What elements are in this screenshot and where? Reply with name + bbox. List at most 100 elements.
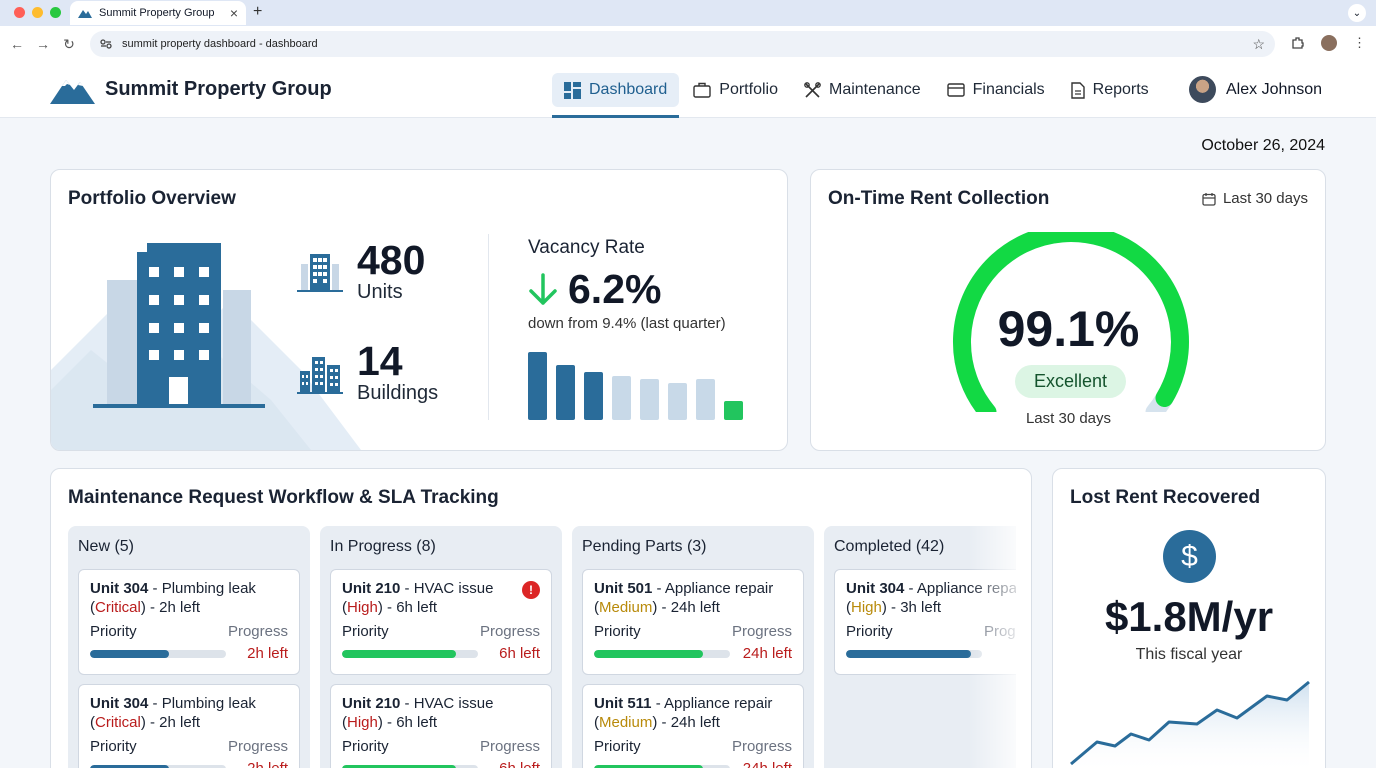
priority-level: High <box>851 599 882 616</box>
workflow-column: In Progress (8) ! Unit 210 - HVAC issue (Hi… <box>320 526 562 768</box>
nav-maintenance[interactable]: Maintenance <box>792 73 933 107</box>
sla-text: - 2h left <box>145 714 201 731</box>
brand-logo[interactable]: Summit Property Group <box>50 74 332 104</box>
request-card[interactable]: Unit 210 - HVAC issue (High) - 6h left Pri… <box>330 684 552 768</box>
columns-fade-overlay <box>968 526 1016 768</box>
issue-text: - Appliance repair <box>652 580 774 597</box>
vacancy-trend-bar <box>640 378 659 420</box>
workflow-column: Pending Parts (3) Unit 501 - Appliance re… <box>572 526 814 768</box>
main-nav: Dashboard Portfolio Maintenance Financia… <box>552 73 1163 118</box>
request-sla-line: (Medium) - 24h left <box>594 599 720 616</box>
issue-text: - HVAC issue <box>400 695 494 712</box>
progress-label: Progress <box>731 623 792 640</box>
card-divider <box>488 234 489 420</box>
period-selector[interactable]: Last 30 days <box>1202 190 1308 207</box>
bookmark-star-icon[interactable]: ☆ <box>1252 35 1265 52</box>
arrow-down-icon <box>529 272 557 305</box>
vacancy-trend-bar <box>528 352 547 420</box>
vacancy-trend-bar <box>612 375 631 420</box>
rent-collection-value: 99.1% <box>997 301 1140 357</box>
progress-bar <box>90 649 226 658</box>
time-left: 6h left <box>499 760 540 768</box>
progress-fill <box>90 649 169 658</box>
browser-menu-icon[interactable]: ⋮ <box>1353 35 1366 50</box>
nav-financials-label: Financials <box>972 81 1045 98</box>
request-title: Unit 501 - Appliance repair <box>594 580 792 597</box>
vacancy-trend-bar <box>668 382 687 420</box>
request-sla-line: (High) - 3h left <box>846 599 942 616</box>
request-card[interactable]: Unit 304 - Plumbing leak (Critical) - 2h … <box>78 684 300 768</box>
back-icon[interactable]: ← <box>10 36 24 52</box>
rent-collection-card: On-Time Rent Collection Last 30 days 99.… <box>810 169 1326 451</box>
priority-level: Medium <box>599 714 653 731</box>
rent-collection-title: On-Time Rent Collection <box>828 188 1050 209</box>
close-tab-icon[interactable]: × <box>229 5 238 21</box>
request-title: Unit 210 - HVAC issue <box>342 695 540 712</box>
progress-label: Progress <box>227 738 288 755</box>
user-avatar <box>1189 76 1216 103</box>
priority-label: Priority <box>846 623 893 640</box>
tab-search-icon[interactable]: ⌄ <box>1348 4 1366 22</box>
profile-avatar-icon[interactable] <box>1321 35 1337 51</box>
close-window-button[interactable] <box>14 7 25 18</box>
nav-financials[interactable]: Financials <box>935 73 1057 107</box>
nav-portfolio-label: Portfolio <box>719 81 778 98</box>
vacancy-rate-value-row: 6.2% <box>528 266 661 313</box>
progress-row: 2h left <box>90 760 288 768</box>
request-card[interactable]: Unit 511 - Appliance repair (Medium) - 24… <box>582 684 804 768</box>
unit-number: Unit 501 <box>594 580 653 597</box>
nav-portfolio[interactable]: Portfolio <box>681 73 790 107</box>
maintenance-workflow-card: Maintenance Request Workflow & SLA Track… <box>50 468 1032 768</box>
user-menu[interactable]: Alex Johnson <box>1189 76 1322 103</box>
minimize-window-button[interactable] <box>32 7 43 18</box>
units-label: Units <box>357 281 403 303</box>
request-card[interactable]: Unit 304 - Plumbing leak (Critical) - 2h … <box>78 569 300 675</box>
browser-tab[interactable]: Summit Property Group × <box>70 1 246 25</box>
progress-header: Priority Progress <box>90 623 288 640</box>
sla-text: - 24h left <box>657 714 720 731</box>
vacancy-trend-bar <box>724 401 743 420</box>
progress-row: 24h left <box>594 645 792 662</box>
lost-rent-value: $1.8M/yr <box>1104 593 1274 640</box>
workflow-columns: New (5) Unit 304 - Plumbing leak (Critical… <box>68 526 1016 768</box>
progress-label: Progress <box>227 623 288 640</box>
progress-bar <box>594 649 730 658</box>
request-card[interactable]: Unit 501 - Appliance repair (Medium) - 24… <box>582 569 804 675</box>
vacancy-trend-bar <box>556 364 575 420</box>
progress-bar <box>594 764 730 768</box>
nav-maintenance-label: Maintenance <box>828 81 921 98</box>
priority-label: Priority <box>342 623 389 640</box>
rent-collection-subtitle: Last 30 days <box>1025 410 1112 427</box>
forward-icon[interactable]: → <box>36 36 50 52</box>
brand-name: Summit Property Group <box>105 77 332 100</box>
trend-line <box>1070 680 1310 766</box>
apartment-building-icon <box>297 253 343 292</box>
nav-reports[interactable]: Reports <box>1059 73 1161 107</box>
dollar-icon: $ <box>1163 530 1216 583</box>
tab-bar: Summit Property Group × + ⌄ <box>0 0 1376 26</box>
request-title: Unit 304 - Plumbing leak <box>90 580 288 597</box>
progress-header: Priority Progress <box>594 623 792 640</box>
extensions-icon[interactable] <box>1291 36 1305 50</box>
request-title: Unit 304 - Plumbing leak <box>90 695 288 712</box>
sla-text: - 24h left <box>657 599 720 616</box>
column-title: In Progress (8) <box>330 538 436 555</box>
unit-number: Unit 210 <box>342 580 401 597</box>
workflow-column: New (5) Unit 304 - Plumbing leak (Critical… <box>68 526 310 768</box>
address-bar[interactable]: summit property dashboard - dashboard ☆ <box>90 31 1275 57</box>
sla-text: - 3h left <box>886 599 942 616</box>
progress-row: 30h <box>846 645 1016 662</box>
vacancy-trend-bar <box>696 378 715 420</box>
app-header: Summit Property Group Dashboard Portfoli… <box>0 62 1376 118</box>
reload-icon[interactable]: ↻ <box>63 35 75 52</box>
progress-row: 6h left <box>342 760 540 768</box>
new-tab-button[interactable]: + <box>253 3 263 20</box>
maximize-window-button[interactable] <box>50 7 61 18</box>
nav-dashboard[interactable]: Dashboard <box>552 73 680 118</box>
progress-fill <box>594 649 703 658</box>
tab-title: Summit Property Group <box>99 7 215 19</box>
credit-card-icon <box>946 83 965 97</box>
request-sla-line: (Critical) - 2h left <box>90 714 201 731</box>
site-settings-icon[interactable] <box>100 39 112 49</box>
request-card[interactable]: ! Unit 210 - HVAC issue (High) - 6h left Pr… <box>330 569 552 675</box>
